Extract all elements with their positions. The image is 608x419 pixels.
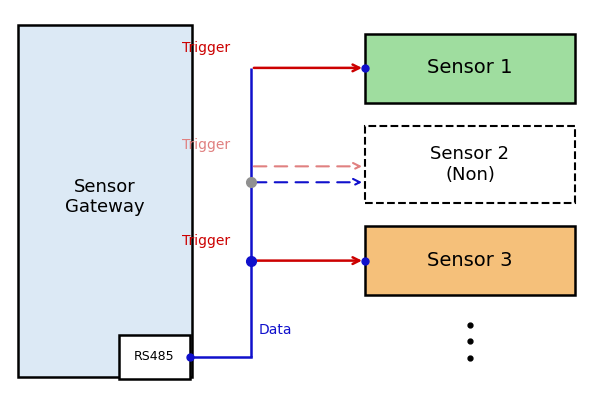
Text: Trigger: Trigger [182, 41, 230, 55]
Text: Sensor 1: Sensor 1 [427, 58, 513, 78]
Text: RS485: RS485 [134, 350, 174, 364]
Text: Sensor 3: Sensor 3 [427, 251, 513, 270]
Text: Trigger: Trigger [182, 234, 230, 248]
Text: Trigger: Trigger [182, 138, 230, 152]
Bar [365, 226, 575, 295]
Text: Data: Data [258, 323, 292, 337]
Bar [119, 335, 190, 379]
Bar [18, 25, 192, 377]
Text: Sensor 2
(Non): Sensor 2 (Non) [430, 145, 510, 184]
Text: Sensor
Gateway: Sensor Gateway [65, 178, 144, 216]
Bar [365, 34, 575, 103]
Bar [365, 126, 575, 203]
